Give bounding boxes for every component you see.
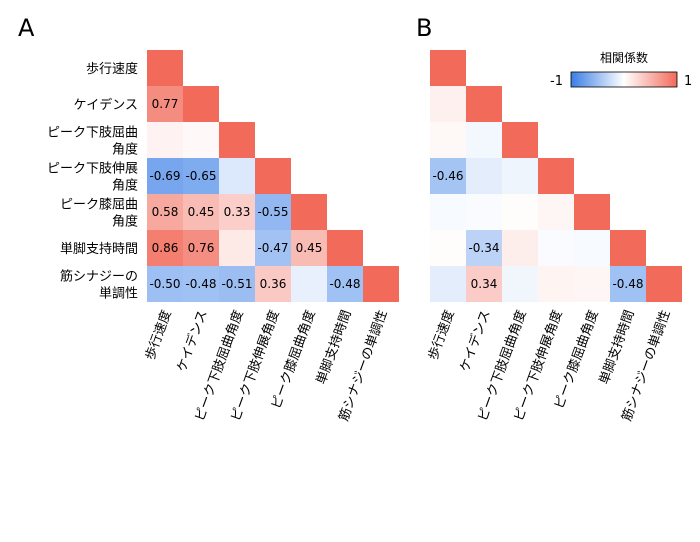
- heatmap-cell: [183, 86, 219, 122]
- heatmap-cell: [502, 122, 538, 158]
- legend-gradient-bar: [570, 71, 678, 88]
- legend-title: 相関係数: [600, 50, 648, 65]
- cell-value-label: -0.34: [468, 241, 499, 255]
- legend-min-label: -1: [550, 74, 563, 89]
- heatmap-cell: [147, 122, 183, 158]
- heatmap-cell: [147, 266, 183, 302]
- panel-label-b: B: [416, 14, 432, 42]
- color-legend: 相関係数 -1 1: [550, 50, 692, 89]
- heatmap-cell: [574, 230, 610, 266]
- heatmap-cell: [219, 194, 255, 230]
- heatmap-cell: [291, 230, 327, 266]
- heatmap-cell: [430, 266, 466, 302]
- heatmap-cell: [466, 122, 502, 158]
- row-label: 歩行速度: [86, 61, 138, 77]
- heatmap-cell: [430, 122, 466, 158]
- heatmap-cell: [219, 266, 255, 302]
- heatmap-cell: [610, 230, 646, 266]
- heatmap-panel-a: 0.77 -0.69 -0.65 0.58 0.45 0.33 -0.55 0.86 0.76 -…: [47, 50, 399, 423]
- heatmap-cell: [502, 230, 538, 266]
- heatmap-cell: [147, 50, 183, 86]
- heatmap-cell: [291, 266, 327, 302]
- heatmap-cell: [183, 194, 219, 230]
- heatmap-cell: [219, 230, 255, 266]
- heatmap-cell: [502, 158, 538, 194]
- heatmap-cell: [430, 230, 466, 266]
- cell-value-label: 0.45: [296, 241, 323, 255]
- cell-value-label: 0.76: [188, 241, 215, 255]
- cell-value-label: 0.86: [152, 241, 179, 255]
- heatmap-cell: [147, 86, 183, 122]
- heatmap-cell: [430, 158, 466, 194]
- heatmap-cell: [255, 158, 291, 194]
- heatmap-cell: [538, 230, 574, 266]
- heatmap-cell: [183, 158, 219, 194]
- heatmap-cell: [147, 158, 183, 194]
- heatmap-cell: [147, 230, 183, 266]
- cell-value-label: 0.58: [152, 205, 179, 219]
- heatmap-cell: [430, 86, 466, 122]
- heatmap-cell: [147, 194, 183, 230]
- heatmap-cell: [538, 266, 574, 302]
- row-label: ケイデンス: [74, 97, 138, 113]
- row-label: ピーク下肢屈曲角度: [47, 125, 138, 158]
- heatmap-cell: [574, 266, 610, 302]
- column-label: ケイデンス: [457, 308, 494, 374]
- heatmap-cell: [327, 266, 363, 302]
- column-label: 歩行速度: [142, 308, 175, 362]
- cell-value-label: -0.47: [257, 241, 288, 255]
- heatmap-cell: [466, 266, 502, 302]
- cell-value-label: -0.46: [432, 169, 463, 183]
- cell-value-label: 0.45: [188, 205, 215, 219]
- panel-label-a: A: [18, 14, 35, 42]
- heatmap-cell: [183, 122, 219, 158]
- column-label: ケイデンス: [174, 308, 211, 374]
- heatmap-cell: [466, 230, 502, 266]
- heatmap-cell: [610, 266, 646, 302]
- heatmap-cell: [538, 194, 574, 230]
- heatmap-cell: [466, 194, 502, 230]
- heatmap-cell: [183, 266, 219, 302]
- heatmap-cell: [466, 86, 502, 122]
- heatmap-cell: [219, 122, 255, 158]
- cell-value-label: -0.65: [185, 169, 216, 183]
- row-label: 単脚支持時間: [60, 241, 138, 257]
- heatmap-cell: [646, 266, 682, 302]
- heatmap-cell: [574, 194, 610, 230]
- heatmap-cell: [327, 230, 363, 266]
- cell-value-label: 0.36: [260, 277, 287, 291]
- row-label: ピーク下肢伸展角度: [47, 161, 138, 194]
- heatmap-cell: [466, 158, 502, 194]
- heatmap-cell: [502, 266, 538, 302]
- cell-value-label: -0.48: [329, 277, 360, 291]
- heatmap-cell: [291, 194, 327, 230]
- cell-value-label: -0.55: [257, 205, 288, 219]
- cell-value-label: 0.77: [152, 97, 179, 111]
- cell-value-label: -0.48: [612, 277, 643, 291]
- heatmap-cell: [538, 158, 574, 194]
- column-label: 歩行速度: [425, 308, 458, 362]
- cell-value-label: 0.34: [471, 277, 498, 291]
- heatmap-cell: [255, 266, 291, 302]
- heatmap-cell: [502, 194, 538, 230]
- column-label: 単脚支持時間: [596, 308, 638, 387]
- heatmap-cell: [430, 194, 466, 230]
- row-label: ピーク膝屈曲角度: [60, 198, 138, 230]
- heatmap-cell: [430, 50, 466, 86]
- cell-value-label: -0.51: [221, 277, 252, 291]
- row-label: 筋シナジーの単調性: [60, 269, 138, 302]
- column-label: 単脚支持時間: [313, 308, 355, 387]
- cell-value-label: -0.69: [149, 169, 180, 183]
- heatmap-cell: [219, 158, 255, 194]
- heatmap-cell: [363, 266, 399, 302]
- heatmap-cell: [255, 194, 291, 230]
- cell-value-label: 0.33: [224, 205, 251, 219]
- legend-max-label: 1: [684, 74, 692, 89]
- cell-value-label: -0.48: [185, 277, 216, 291]
- cell-value-label: -0.50: [149, 277, 180, 291]
- heatmap-cell: [255, 230, 291, 266]
- heatmap-cell: [183, 230, 219, 266]
